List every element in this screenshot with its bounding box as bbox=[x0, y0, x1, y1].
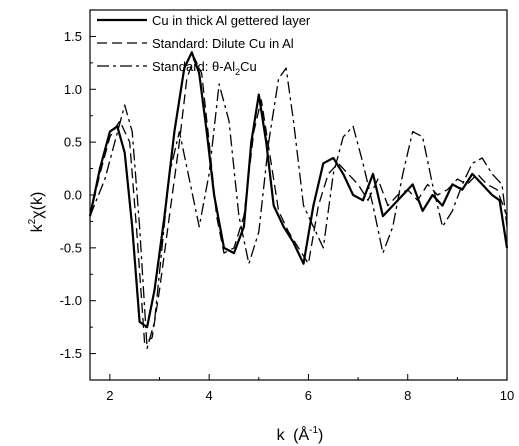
legend-entry-gettered: Cu in thick Al gettered layer bbox=[152, 13, 311, 28]
y-axis-title-rest: χ(k) bbox=[29, 192, 46, 219]
x-axis-ticks: 2 4 6 8 10 bbox=[106, 374, 514, 403]
legend-al2cu-sub: 2 bbox=[235, 67, 240, 77]
x-tick-label: 4 bbox=[206, 388, 213, 403]
legend-entry-dilute: Standard: Dilute Cu in Al bbox=[152, 36, 294, 51]
y-axis-title-k: k bbox=[29, 223, 46, 232]
x-tick-label: 10 bbox=[500, 388, 514, 403]
legend-al2cu-suffix: Cu bbox=[240, 59, 257, 74]
x-tick-label: 6 bbox=[305, 388, 312, 403]
y-axis-title-exp: 2 bbox=[27, 218, 38, 224]
series-line-2 bbox=[89, 56, 508, 344]
legend-al2cu-prefix: Standard: θ-Al bbox=[152, 59, 235, 74]
x-axis-title: k (Å-1) bbox=[277, 425, 324, 444]
series-layer bbox=[88, 51, 509, 349]
legend-entry-al2cu: Standard: θ-Al2Cu bbox=[152, 59, 257, 77]
x-axis-title-exp: -1 bbox=[309, 425, 318, 436]
y-tick-label: -1.0 bbox=[60, 293, 82, 308]
y-tick-label: -1.5 bbox=[60, 346, 82, 361]
series-line-3 bbox=[89, 67, 508, 349]
x-tick-label: 2 bbox=[106, 388, 113, 403]
y-tick-label: 0.5 bbox=[64, 135, 82, 150]
x-axis-title-main: k bbox=[277, 427, 286, 444]
x-tick-label: 8 bbox=[404, 388, 411, 403]
y-tick-label: 1.0 bbox=[64, 82, 82, 97]
x-axis-title-close: ) bbox=[318, 427, 323, 444]
y-axis-ticks: -1.5 -1.0 -0.5 0.0 0.5 1.0 1.5 bbox=[60, 29, 96, 361]
y-tick-label: 1.5 bbox=[64, 29, 82, 44]
legend-lines bbox=[97, 18, 147, 67]
x-axis-title-unit: (Å bbox=[293, 425, 309, 444]
y-tick-label: -0.5 bbox=[60, 240, 82, 255]
series-line-1 bbox=[88, 51, 509, 329]
legend: Cu in thick Al gettered layer Standard: … bbox=[97, 13, 311, 77]
y-tick-label: 0.0 bbox=[64, 188, 82, 203]
y-axis-title: k2χ(k) bbox=[27, 192, 46, 233]
